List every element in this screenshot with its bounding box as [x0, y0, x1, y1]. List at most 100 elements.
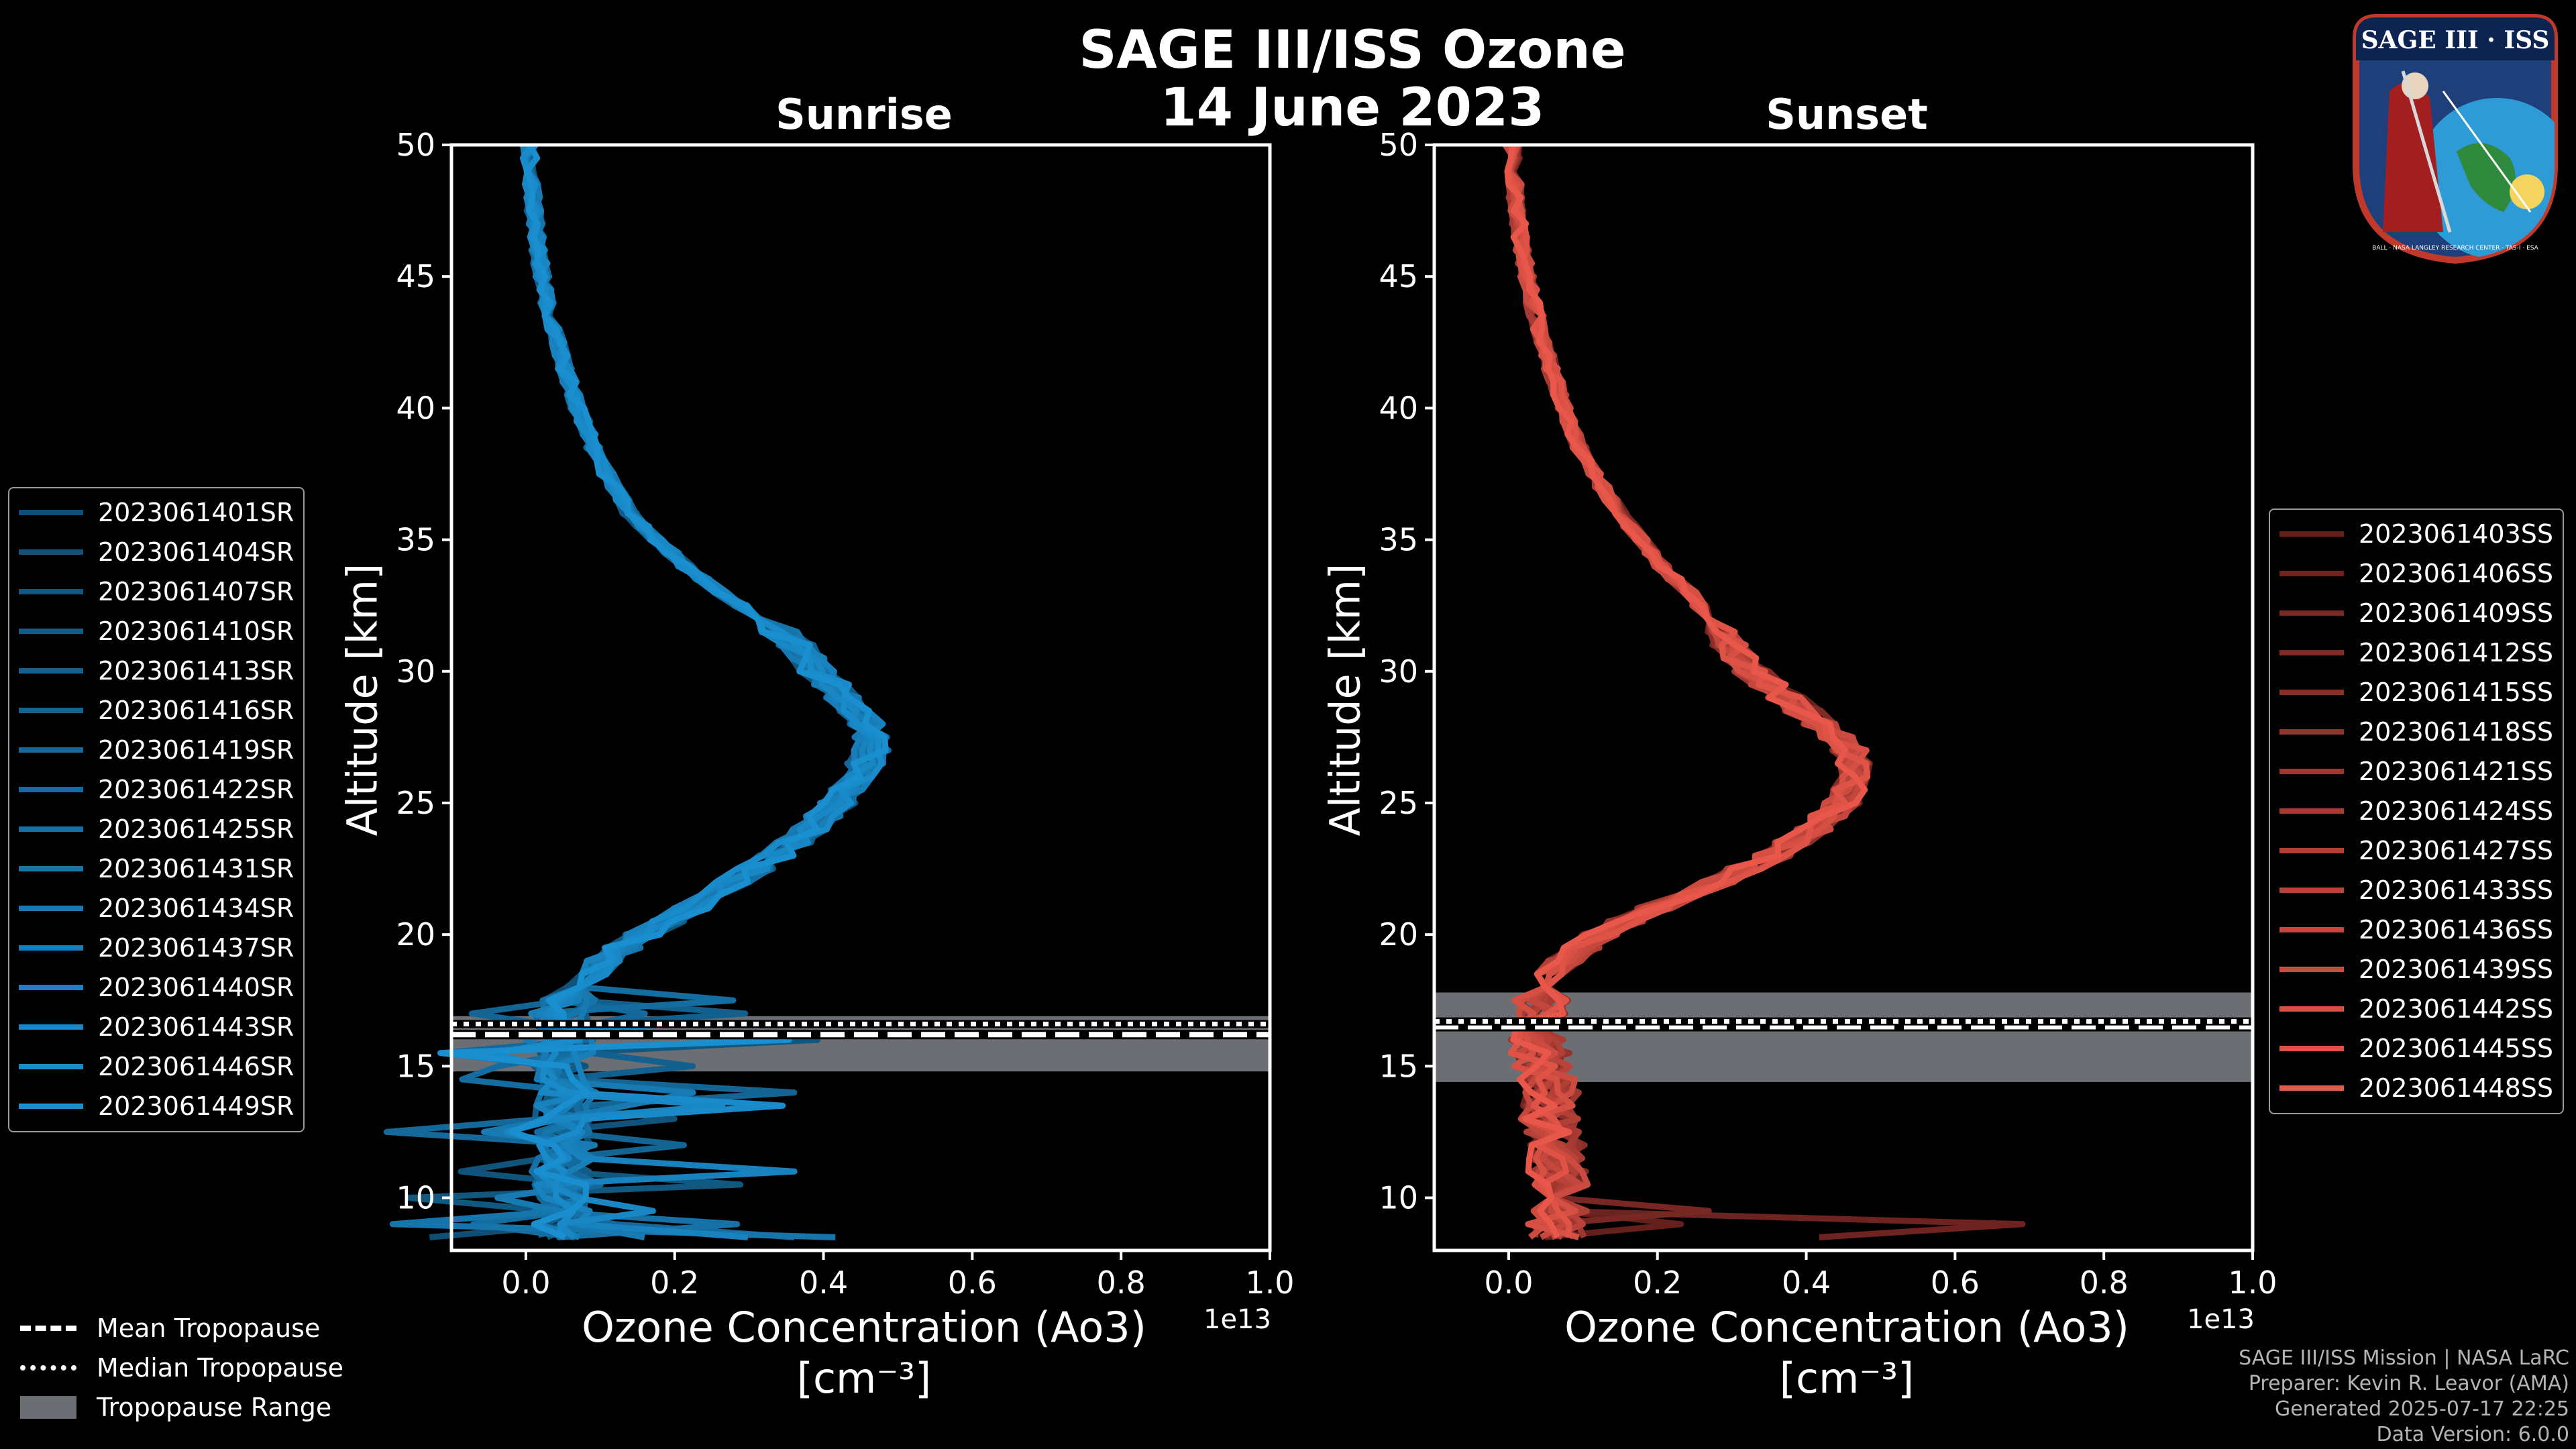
legend-label: 2023061422SR: [98, 774, 294, 804]
legend-item: 2023061421SS: [2279, 751, 2553, 791]
range-swatch: [20, 1395, 76, 1419]
sunset-x-multiplier: 1e13: [2187, 1304, 2255, 1335]
legend-item: 2023061442SS: [2279, 989, 2553, 1028]
figure-title: SAGE III/ISS Ozone: [1079, 20, 1626, 80]
legend-label: 2023061404SR: [98, 537, 294, 567]
legend-label: 2023061427SS: [2359, 835, 2554, 865]
legend-label: 2023061442SS: [2359, 994, 2554, 1024]
figure-date: 14 June 2023: [1160, 78, 1545, 138]
sunrise-ytick-label: 20: [396, 916, 435, 953]
sunrise-ytick-label: 15: [396, 1048, 435, 1084]
legend-swatch: [19, 905, 83, 911]
sunrise-profile-2023061413SR: [519, 143, 876, 1240]
sunset-xtick-label: 0.2: [1633, 1265, 1682, 1301]
sunset-ytick-label: 20: [1379, 916, 1418, 953]
tropopause-legend: Mean Tropopause Median Tropopause Tropop…: [20, 1308, 343, 1427]
legend-item: 2023061410SR: [19, 611, 294, 651]
legend-item: 2023061407SR: [19, 572, 294, 611]
sunset-xunits: [cm⁻³]: [1779, 1354, 1915, 1403]
legend-label: 2023061413SR: [98, 655, 294, 686]
legend-label: 2023061445SS: [2359, 1033, 2554, 1063]
sunrise-xtick-label: 0.6: [948, 1265, 997, 1301]
legend-item: 2023061418SS: [2279, 712, 2553, 751]
legend-swatch: [2279, 768, 2344, 774]
sunset-panel-title: Sunset: [1766, 90, 1928, 139]
sunset-xtick-label: 0.8: [2080, 1265, 2129, 1301]
legend-swatch: [19, 826, 83, 832]
legend-swatch: [2279, 926, 2344, 932]
legend-swatch: [19, 1024, 83, 1030]
legend-swatch: [19, 667, 83, 674]
sunrise-ytick-label: 35: [396, 522, 435, 558]
legend-item: 2023061433SS: [2279, 870, 2553, 910]
sunrise-xtick-label: 0.2: [650, 1265, 699, 1301]
sunset-xtick-label: 1.0: [2228, 1265, 2277, 1301]
credits: SAGE III/ISS Mission | NASA LaRC Prepare…: [2239, 1346, 2569, 1448]
badge-ring-text: BALL · NASA LANGLEY RESEARCH CENTER · TA…: [2372, 245, 2539, 252]
sunset-xtick-label: 0.6: [1931, 1265, 1980, 1301]
sunset-ytick-label: 50: [1379, 127, 1418, 163]
credit-preparer: Preparer: Kevin R. Leavor (AMA): [2248, 1372, 2569, 1395]
legend-label: 2023061406SS: [2359, 558, 2554, 588]
sunrise-ytick-label: 30: [396, 653, 435, 690]
legend-label: 2023061439SS: [2359, 954, 2554, 984]
legend-item: 2023061416SR: [19, 690, 294, 730]
sunset-ytick-label: 15: [1379, 1048, 1418, 1084]
sunrise-ytick-label: 25: [396, 785, 435, 821]
median-tropopause-label: Median Tropopause: [97, 1352, 343, 1383]
legend-label: 2023061424SS: [2359, 796, 2554, 826]
legend-label: 2023061415SS: [2359, 677, 2554, 707]
legend-item: 2023061413SR: [19, 651, 294, 690]
sunset-ytick-label: 45: [1379, 258, 1418, 294]
legend-swatch: [2279, 1006, 2344, 1012]
legend-label: 2023061419SR: [98, 735, 294, 765]
credit-mission: SAGE III/ISS Mission | NASA LaRC: [2239, 1346, 2569, 1370]
legend-item: 2023061401SR: [19, 492, 294, 532]
legend-swatch: [19, 786, 83, 792]
legend-swatch: [2279, 729, 2344, 735]
sunrise-ytick-label: 10: [396, 1180, 435, 1216]
sunrise-panel-title: Sunrise: [775, 90, 953, 139]
legend-item: 2023061431SR: [19, 849, 294, 888]
legend-label: 2023061446SR: [98, 1051, 294, 1081]
credit-version: Data Version: 6.0.0: [2376, 1423, 2569, 1446]
sunrise-profile-2023061401SR: [429, 144, 883, 1240]
sunrise-ytick-label: 45: [396, 258, 435, 294]
legend-item: 2023061445SS: [2279, 1028, 2553, 1068]
sunset-ytick-label: 40: [1379, 390, 1418, 426]
legend-item: 2023061419SR: [19, 730, 294, 769]
legend-label: 2023061418SS: [2359, 716, 2554, 747]
tropopause-range-legend-item: Tropopause Range: [20, 1387, 343, 1427]
legend-swatch: [19, 1063, 83, 1069]
median-tropopause-legend-item: Median Tropopause: [20, 1348, 343, 1387]
legend-label: 2023061421SS: [2359, 756, 2554, 786]
legend-item: 2023061436SS: [2279, 910, 2553, 949]
legend-swatch: [19, 747, 83, 753]
sunrise-legend: 2023061401SR 2023061404SR 2023061407SR 2023…: [8, 487, 305, 1132]
legend-swatch: [19, 588, 83, 594]
legend-label: 2023061409SS: [2359, 598, 2554, 628]
legend-item: 2023061437SR: [19, 928, 294, 967]
legend-item: 2023061443SR: [19, 1007, 294, 1046]
tropopause-range-label: Tropopause Range: [97, 1392, 332, 1422]
mean-tropopause-label: Mean Tropopause: [97, 1313, 321, 1343]
legend-swatch: [19, 984, 83, 990]
sunrise-xtick-label: 0.8: [1097, 1265, 1146, 1301]
legend-swatch: [19, 549, 83, 555]
legend-label: 2023061425SR: [98, 814, 294, 844]
sunrise-xtick-label: 0.4: [799, 1265, 848, 1301]
sunrise-profile-2023061422SR: [459, 144, 877, 1240]
legend-swatch: [19, 1103, 83, 1109]
sunrise-profile-2023061416SR: [468, 144, 884, 1240]
legend-label: 2023061403SS: [2359, 519, 2554, 549]
sunset-xtick-label: 0.0: [1484, 1265, 1533, 1301]
legend-label: 2023061443SR: [98, 1012, 294, 1042]
legend-label: 2023061433SS: [2359, 875, 2554, 905]
legend-item: 2023061422SR: [19, 769, 294, 809]
legend-item: 2023061439SS: [2279, 949, 2553, 989]
badge-title: SAGE III · ISS: [2361, 26, 2550, 54]
legend-label: 2023061436SS: [2359, 914, 2554, 945]
legend-item: 2023061424SS: [2279, 791, 2553, 830]
legend-swatch: [19, 707, 83, 713]
legend-label: 2023061401SR: [98, 497, 294, 527]
